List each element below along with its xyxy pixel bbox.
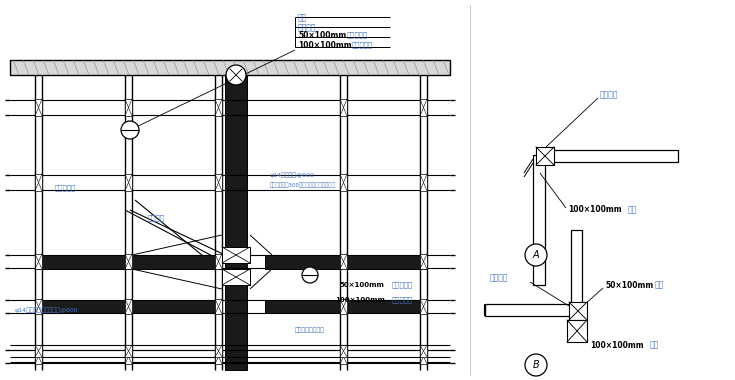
Bar: [35, 299, 42, 314]
Circle shape: [525, 244, 547, 266]
Bar: [567, 320, 587, 342]
Text: 方木主龙骨: 方木主龙骨: [392, 297, 413, 303]
Bar: [420, 349, 427, 364]
Text: 100×100mm: 100×100mm: [298, 41, 351, 50]
Text: A: A: [533, 250, 539, 260]
Bar: [340, 174, 347, 191]
Text: 方木次龙骨: 方木次龙骨: [392, 282, 413, 288]
Text: 木板模板: 木板模板: [490, 274, 509, 282]
Bar: [35, 174, 42, 191]
Text: φ14螺栓插杆（不穿梁）@600: φ14螺栓插杆（不穿梁）@600: [15, 307, 79, 313]
Bar: [35, 300, 222, 313]
Text: 方木: 方木: [655, 280, 664, 290]
Bar: [340, 349, 347, 364]
Bar: [536, 147, 554, 165]
Bar: [215, 299, 222, 314]
Circle shape: [121, 121, 139, 139]
Bar: [125, 345, 132, 357]
Text: φ14对拉螺栓@600: φ14对拉螺栓@600: [270, 172, 315, 178]
Text: B: B: [533, 360, 539, 370]
Bar: [222, 269, 250, 285]
Circle shape: [226, 65, 246, 85]
Bar: [420, 254, 427, 269]
Bar: [340, 299, 347, 314]
Text: 100×100mm: 100×100mm: [568, 206, 622, 214]
Text: 方木次龙骨: 方木次龙骨: [347, 31, 368, 38]
Bar: [215, 349, 222, 364]
Text: 方木斜撑: 方木斜撑: [148, 215, 165, 221]
Text: 100×100mm: 100×100mm: [590, 340, 644, 350]
Bar: [569, 302, 587, 320]
Text: 层板: 层板: [298, 13, 307, 22]
Text: 木塑模板: 木塑模板: [298, 23, 317, 32]
Bar: [265, 300, 427, 313]
Bar: [125, 349, 132, 364]
Bar: [340, 345, 347, 357]
Text: 层厚多层板: 层厚多层板: [55, 185, 76, 191]
Text: 50×100mm: 50×100mm: [340, 282, 385, 288]
Bar: [571, 230, 582, 310]
Bar: [420, 174, 427, 191]
Bar: [265, 255, 427, 269]
Bar: [35, 349, 42, 364]
Bar: [533, 155, 545, 285]
Bar: [215, 99, 222, 116]
Circle shape: [525, 354, 547, 376]
Bar: [35, 99, 42, 116]
Bar: [538, 150, 678, 162]
Text: 方木: 方木: [650, 340, 659, 350]
Bar: [340, 254, 347, 269]
Bar: [10, 60, 450, 75]
Bar: [35, 345, 42, 357]
Text: 缝净距板端加300处，板端加一道对拉螺栓: 缝净距板端加300处，板端加一道对拉螺栓: [270, 182, 336, 188]
Text: 方木主龙骨: 方木主龙骨: [352, 41, 373, 48]
Text: 方木: 方木: [628, 206, 637, 214]
Bar: [225, 75, 247, 370]
Bar: [215, 254, 222, 269]
Text: 100×100mm: 100×100mm: [335, 297, 385, 303]
Bar: [485, 304, 579, 316]
Bar: [35, 254, 42, 269]
Bar: [420, 299, 427, 314]
Text: 50×100mm: 50×100mm: [298, 31, 346, 40]
Bar: [125, 299, 132, 314]
Bar: [420, 99, 427, 116]
Bar: [215, 174, 222, 191]
Circle shape: [302, 267, 318, 283]
Bar: [222, 247, 250, 263]
Bar: [340, 99, 347, 116]
Bar: [125, 254, 132, 269]
Bar: [420, 345, 427, 357]
Bar: [35, 255, 222, 269]
Bar: [215, 345, 222, 357]
Text: 满足打螺栓配架支: 满足打螺栓配架支: [295, 327, 325, 333]
Text: 50×100mm: 50×100mm: [605, 280, 653, 290]
Bar: [125, 99, 132, 116]
Bar: [125, 174, 132, 191]
Text: 木塑模板: 木塑模板: [600, 90, 618, 100]
